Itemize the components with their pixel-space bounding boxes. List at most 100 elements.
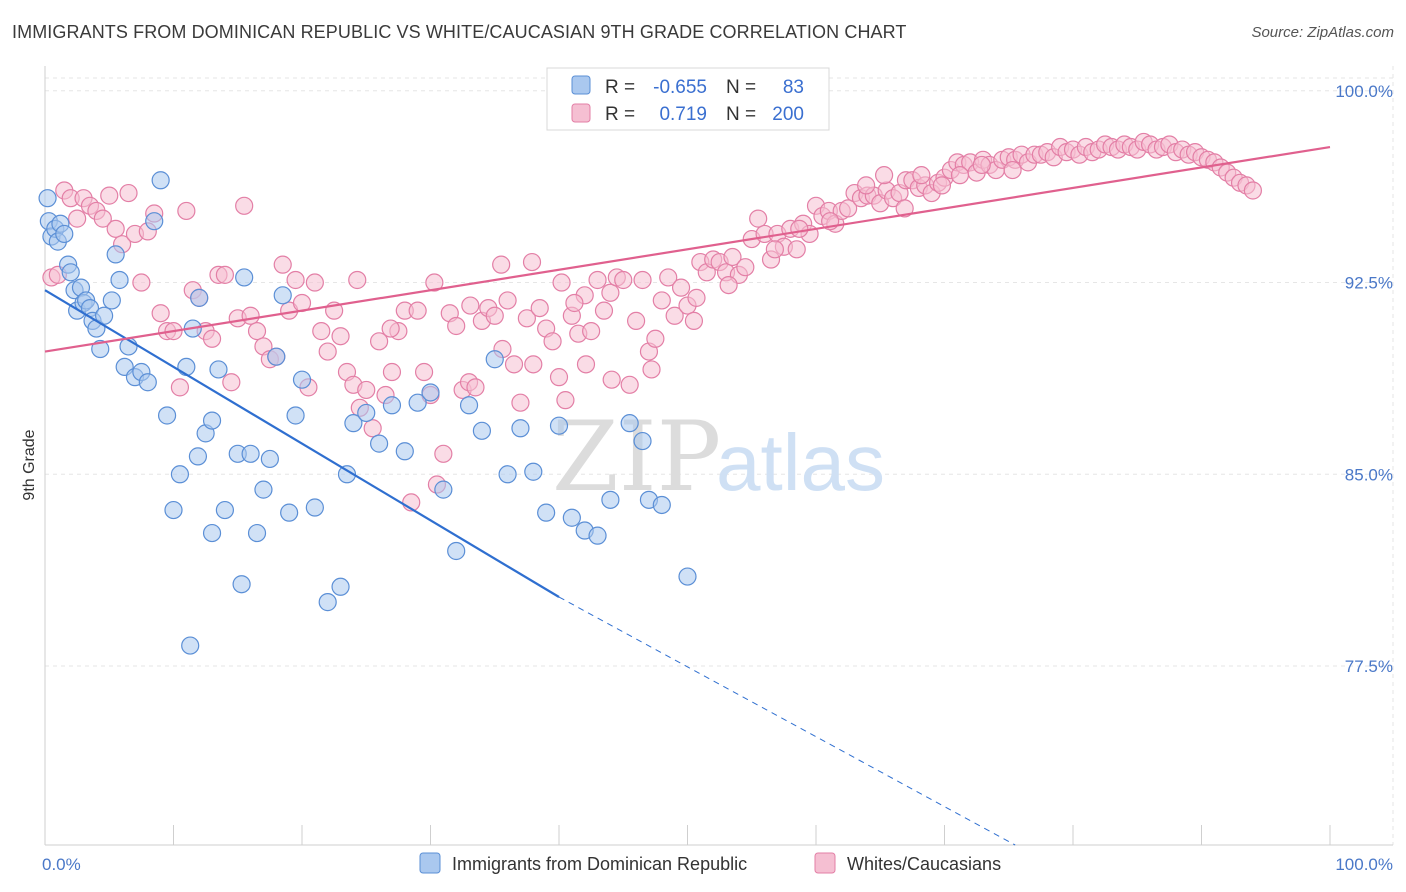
point-immigrants-dominican-republic <box>620 414 639 433</box>
point-immigrants-dominican-republic <box>91 339 110 359</box>
point-immigrants-dominican-republic <box>188 447 208 466</box>
point-whites-caucasians <box>671 278 691 297</box>
point-whites-caucasians <box>626 311 646 330</box>
point-whites-caucasians <box>370 332 389 351</box>
point-whites-caucasians <box>202 329 222 348</box>
point-whites-caucasians <box>749 209 768 228</box>
point-immigrants-dominican-republic <box>286 406 305 425</box>
point-immigrants-dominican-republic <box>55 224 74 244</box>
trend-lines <box>44 145 1331 846</box>
point-whites-caucasians <box>247 322 267 341</box>
legend-swatch-blue <box>571 75 591 95</box>
point-immigrants-dominican-republic <box>267 347 286 366</box>
point-whites-caucasians <box>633 270 652 290</box>
point-immigrants-dominican-republic <box>181 636 200 655</box>
point-whites-caucasians <box>93 209 112 228</box>
y-axis-title: 9th Grade <box>21 429 38 500</box>
series-immigrants-dominican-republic <box>38 171 697 655</box>
point-immigrants-dominican-republic <box>472 421 491 440</box>
legend-n-label-1: N = <box>726 77 756 98</box>
point-whites-caucasians <box>736 258 755 277</box>
legend-n-value-1: 83 <box>783 77 804 98</box>
legend-box: R = -0.655 N = 83 R = 0.719 N = 200 <box>546 67 830 131</box>
y-tick-label: 77.5% <box>1345 657 1393 676</box>
point-whites-caucasians <box>719 275 738 295</box>
point-whites-caucasians <box>972 155 991 175</box>
point-whites-caucasians <box>485 306 504 325</box>
point-whites-caucasians <box>614 270 633 290</box>
point-whites-caucasians <box>447 316 466 336</box>
point-immigrants-dominican-republic <box>305 498 324 517</box>
point-immigrants-dominican-republic <box>202 523 222 543</box>
point-whites-caucasians <box>215 265 234 284</box>
point-immigrants-dominican-republic <box>344 414 363 433</box>
point-immigrants-dominican-republic <box>498 465 517 484</box>
point-whites-caucasians <box>912 166 931 185</box>
point-whites-caucasians <box>552 273 571 292</box>
x-tick-label-min: 0.0% <box>42 855 81 874</box>
point-whites-caucasians <box>170 378 190 397</box>
point-immigrants-dominican-republic <box>370 434 389 453</box>
point-immigrants-dominican-republic <box>106 245 125 264</box>
point-whites-caucasians <box>765 240 784 259</box>
point-whites-caucasians <box>382 362 402 382</box>
point-whites-caucasians <box>177 201 196 221</box>
x-tick-labels: 0.0% 100.0% <box>42 855 1393 874</box>
point-whites-caucasians <box>790 219 809 238</box>
point-whites-caucasians <box>723 247 742 267</box>
point-immigrants-dominican-republic <box>511 419 530 438</box>
point-immigrants-dominican-republic <box>382 396 402 415</box>
point-immigrants-dominican-republic <box>588 526 607 545</box>
point-whites-caucasians <box>348 270 367 290</box>
point-immigrants-dominican-republic <box>235 268 254 287</box>
point-immigrants-dominican-republic <box>151 171 170 190</box>
point-whites-caucasians <box>106 219 125 238</box>
point-whites-caucasians <box>594 301 614 320</box>
legend-r-value-2: 0.719 <box>659 104 707 125</box>
watermark: ZIP atlas <box>552 401 885 513</box>
legend-r-label-2: R = <box>605 104 635 125</box>
watermark-atlas: atlas <box>716 418 885 507</box>
point-immigrants-dominican-republic <box>652 495 671 515</box>
point-immigrants-dominican-republic <box>395 442 414 461</box>
point-whites-caucasians <box>363 419 382 438</box>
point-whites-caucasians <box>434 444 453 463</box>
legend-n-label-2: N = <box>726 104 756 125</box>
point-whites-caucasians <box>222 373 241 392</box>
point-immigrants-dominican-republic <box>157 406 177 425</box>
point-whites-caucasians <box>132 273 151 292</box>
point-whites-caucasians <box>601 283 620 302</box>
point-whites-caucasians <box>517 309 536 328</box>
trend-line-extension-immigrants-dominican-republic <box>558 596 1016 846</box>
point-whites-caucasians <box>530 299 549 318</box>
point-whites-caucasians <box>241 306 260 325</box>
point-whites-caucasians <box>665 306 684 325</box>
bottom-legend-swatch-blue <box>419 852 441 874</box>
trend-line-whites-caucasians <box>44 145 1331 353</box>
point-immigrants-dominican-republic <box>260 449 279 469</box>
point-whites-caucasians <box>235 196 254 215</box>
point-immigrants-dominican-republic <box>209 360 228 379</box>
point-immigrants-dominican-republic <box>273 286 292 305</box>
point-whites-caucasians <box>839 199 858 218</box>
point-whites-caucasians <box>556 391 575 410</box>
point-whites-caucasians <box>408 301 427 320</box>
point-whites-caucasians <box>498 291 517 310</box>
point-whites-caucasians <box>414 362 434 382</box>
point-whites-caucasians <box>461 296 480 315</box>
point-immigrants-dominican-republic <box>318 593 337 612</box>
point-whites-caucasians <box>151 304 170 323</box>
point-whites-caucasians <box>286 270 305 290</box>
point-whites-caucasians <box>687 288 706 307</box>
point-immigrants-dominican-republic <box>102 291 121 310</box>
point-whites-caucasians <box>381 319 400 338</box>
point-immigrants-dominican-republic <box>678 567 697 586</box>
point-whites-caucasians <box>357 380 376 400</box>
point-whites-caucasians <box>466 378 485 397</box>
point-whites-caucasians <box>932 176 952 195</box>
point-whites-caucasians <box>646 329 665 348</box>
point-immigrants-dominican-republic <box>232 575 251 594</box>
point-whites-caucasians <box>642 360 661 379</box>
y-tick-label: 92.5% <box>1345 274 1393 293</box>
point-immigrants-dominican-republic <box>485 350 504 369</box>
